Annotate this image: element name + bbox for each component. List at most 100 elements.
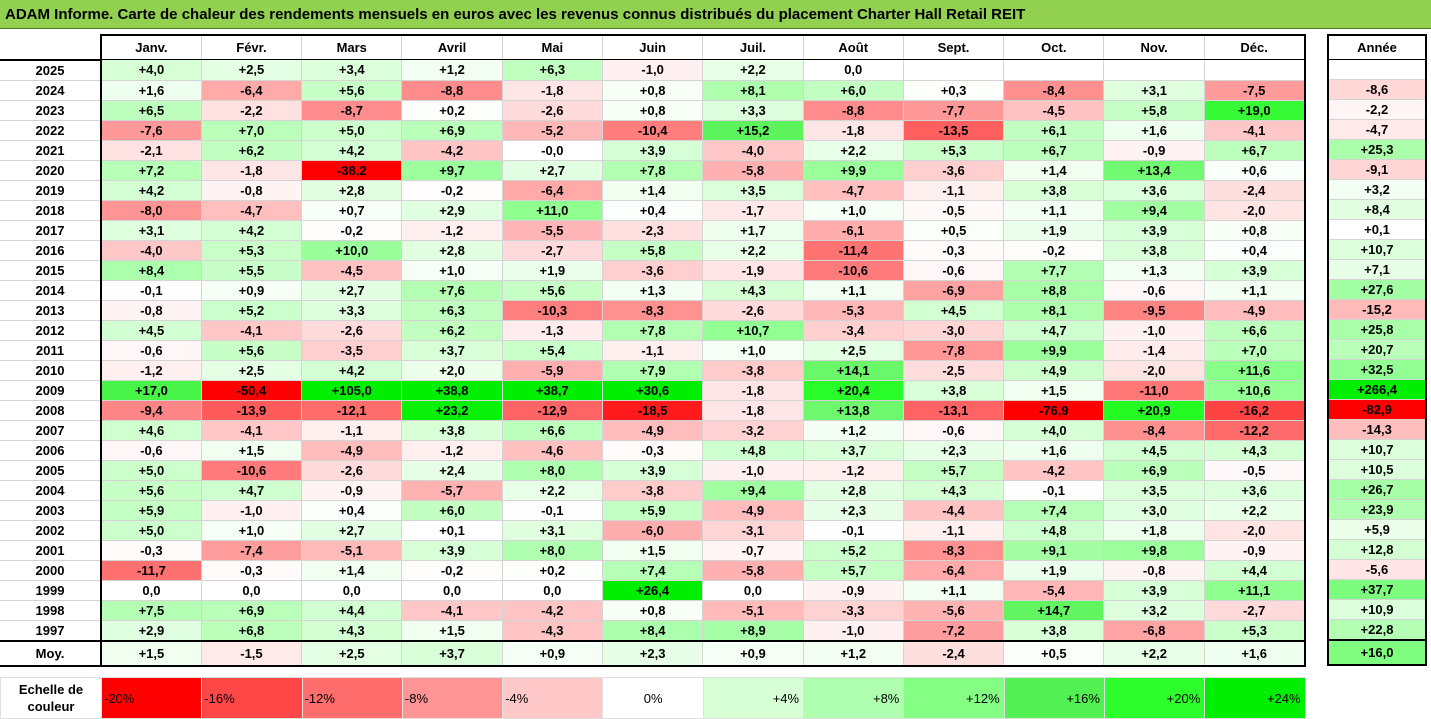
year-label: 2025	[0, 59, 102, 81]
heat-cell: -5,8	[702, 159, 804, 181]
month-header: Juin	[601, 34, 704, 60]
year-label: 2022	[0, 119, 102, 141]
year-label: 2024	[0, 79, 102, 101]
heat-cell: -4,0	[702, 139, 804, 161]
heat-cell: -6,8	[1103, 619, 1205, 641]
year-label: 2001	[0, 539, 102, 561]
table-row: 2013 -0,8 +5,2 +3,3 +6,3 -10,3 -8,3 -2,6 -5,3 +4,…	[0, 299, 1306, 321]
heat-cell: +13,4	[1103, 159, 1205, 181]
heat-cell: +6,1	[1003, 119, 1105, 141]
heat-cell: +4,2	[99, 179, 202, 201]
heat-cell: +4,3	[902, 479, 1005, 501]
year-label: 2005	[0, 459, 102, 481]
heat-cell: -4,4	[902, 499, 1005, 521]
year-label: 2010	[0, 359, 102, 381]
annual-cell: +10,7	[1327, 439, 1427, 460]
heat-cell: +1,5	[1003, 379, 1105, 401]
heat-cell: -13,1	[902, 399, 1005, 421]
table-row: -9,1	[1327, 159, 1427, 180]
color-scale: Echelle de couleur -20% -16% -12% -8% -4% 0% +4…	[0, 677, 1306, 719]
heat-cell: -3,8	[702, 359, 804, 381]
table-row: +10,7	[1327, 239, 1427, 260]
heat-cell: -0,3	[99, 539, 202, 561]
heat-cell: +3,1	[1103, 79, 1205, 101]
heat-cell: -0,8	[1103, 559, 1205, 581]
table-row: 2025 +4,0 +2,5 +3,4 +1,2 +6,3 -1,0 +2,2 0,0	[0, 59, 1306, 81]
heat-cell: +0,2	[501, 559, 603, 581]
table-row: 2004 +5,6 +4,7 -0,9 -5,7 +2,2 -3,8 +9,4 +2,8 +4,3…	[0, 479, 1306, 501]
average-cell: +1,6	[1203, 639, 1306, 667]
annual-cell	[1327, 59, 1427, 80]
annual-cell: +266,4	[1327, 379, 1427, 400]
heat-cell: +4,3	[301, 619, 403, 641]
heat-cell: +8,1	[702, 79, 804, 101]
heat-cell: +105,0	[301, 379, 403, 401]
chart-title: ADAM Informe. Carte de chaleur des rende…	[0, 0, 1431, 29]
heat-cell: +5,3	[200, 239, 303, 261]
heat-cell: +0,8	[601, 99, 704, 121]
heat-cell: +7,6	[401, 279, 503, 301]
annual-cell: +7,1	[1327, 259, 1427, 280]
heat-cell: +0,3	[902, 79, 1005, 101]
heat-cell: +7,8	[601, 319, 704, 341]
heat-cell: -0,7	[702, 539, 804, 561]
heat-cell: -1,0	[702, 459, 804, 481]
color-scale-swatch: +8%	[803, 677, 905, 719]
heat-cell: -4,1	[1203, 119, 1306, 141]
heat-cell: +4,4	[1203, 559, 1306, 581]
heat-cell: -1,8	[501, 79, 603, 101]
heat-cell: +9,9	[1003, 339, 1105, 361]
month-header: Juil.	[702, 34, 804, 60]
annual-cell: -4,7	[1327, 119, 1427, 140]
table-row: 2011 -0,6 +5,6 -3,5 +3,7 +5,4 -1,1 +1,0 +2,5 -7,8…	[0, 339, 1306, 361]
month-header: Déc.	[1203, 34, 1306, 60]
heat-cell: -1,1	[301, 419, 403, 441]
heat-cell: +3,5	[702, 179, 804, 201]
heat-cell: +3,8	[902, 379, 1005, 401]
heat-cell: -3,4	[802, 319, 904, 341]
heat-cell: -0,6	[902, 259, 1005, 281]
heat-cell: -2,7	[1203, 599, 1306, 621]
heat-cell: +4,5	[902, 299, 1005, 321]
heat-cell: -0,3	[902, 239, 1005, 261]
heat-cell: -8,8	[802, 99, 904, 121]
table-row: +37,7	[1327, 579, 1427, 600]
color-scale-swatch: -16%	[201, 677, 303, 719]
annual-cell: +37,7	[1327, 579, 1427, 600]
annual-cell: -15,2	[1327, 299, 1427, 320]
heat-cell: +1,7	[702, 219, 804, 241]
heat-cell: +10,0	[301, 239, 403, 261]
average-cell: +1,5	[99, 639, 202, 667]
year-label: 2002	[0, 519, 102, 541]
heat-cell: +5,6	[501, 279, 603, 301]
heat-cell: -1,2	[401, 219, 503, 241]
heat-cell: -1,1	[902, 179, 1005, 201]
heat-cell: -4,9	[301, 439, 403, 461]
heat-cell: -1,8	[200, 159, 303, 181]
heat-cell: +2,9	[401, 199, 503, 221]
heat-cell: 0,0	[401, 579, 503, 601]
heat-cell: +6,8	[200, 619, 303, 641]
heat-cell: +0,4	[301, 499, 403, 521]
table-row: -14,3	[1327, 419, 1427, 440]
month-header: Mars	[301, 34, 403, 60]
heat-cell: -5,8	[702, 559, 804, 581]
heat-cell: +6,0	[401, 499, 503, 521]
table-row: +32,5	[1327, 359, 1427, 380]
annual-cell: +32,5	[1327, 359, 1427, 380]
heat-cell: +4,7	[1003, 319, 1105, 341]
heat-cell: +0,9	[200, 279, 303, 301]
heat-cell: +0,8	[601, 599, 704, 621]
average-cell: +0,9	[501, 639, 603, 667]
heat-cell: 0,0	[702, 579, 804, 601]
annual-cell: +8,4	[1327, 199, 1427, 220]
heat-cell: -3,8	[601, 479, 704, 501]
heat-cell	[1003, 59, 1105, 81]
heat-cell: +3,9	[1203, 259, 1306, 281]
average-label: Moy.	[0, 639, 102, 667]
table-row: 2010 -1,2 +2,5 +4,2 +2,0 -5,9 +7,9 -3,8 +14,1 -2,…	[0, 359, 1306, 381]
table-row: 2021 -2,1 +6,2 +4,2 -4,2 -0,0 +3,9 -4,0 +2,2 +5,3…	[0, 139, 1306, 161]
heat-cell: +6,6	[501, 419, 603, 441]
heat-cell: +3,8	[1003, 619, 1105, 641]
heat-cell: -0,3	[601, 439, 704, 461]
